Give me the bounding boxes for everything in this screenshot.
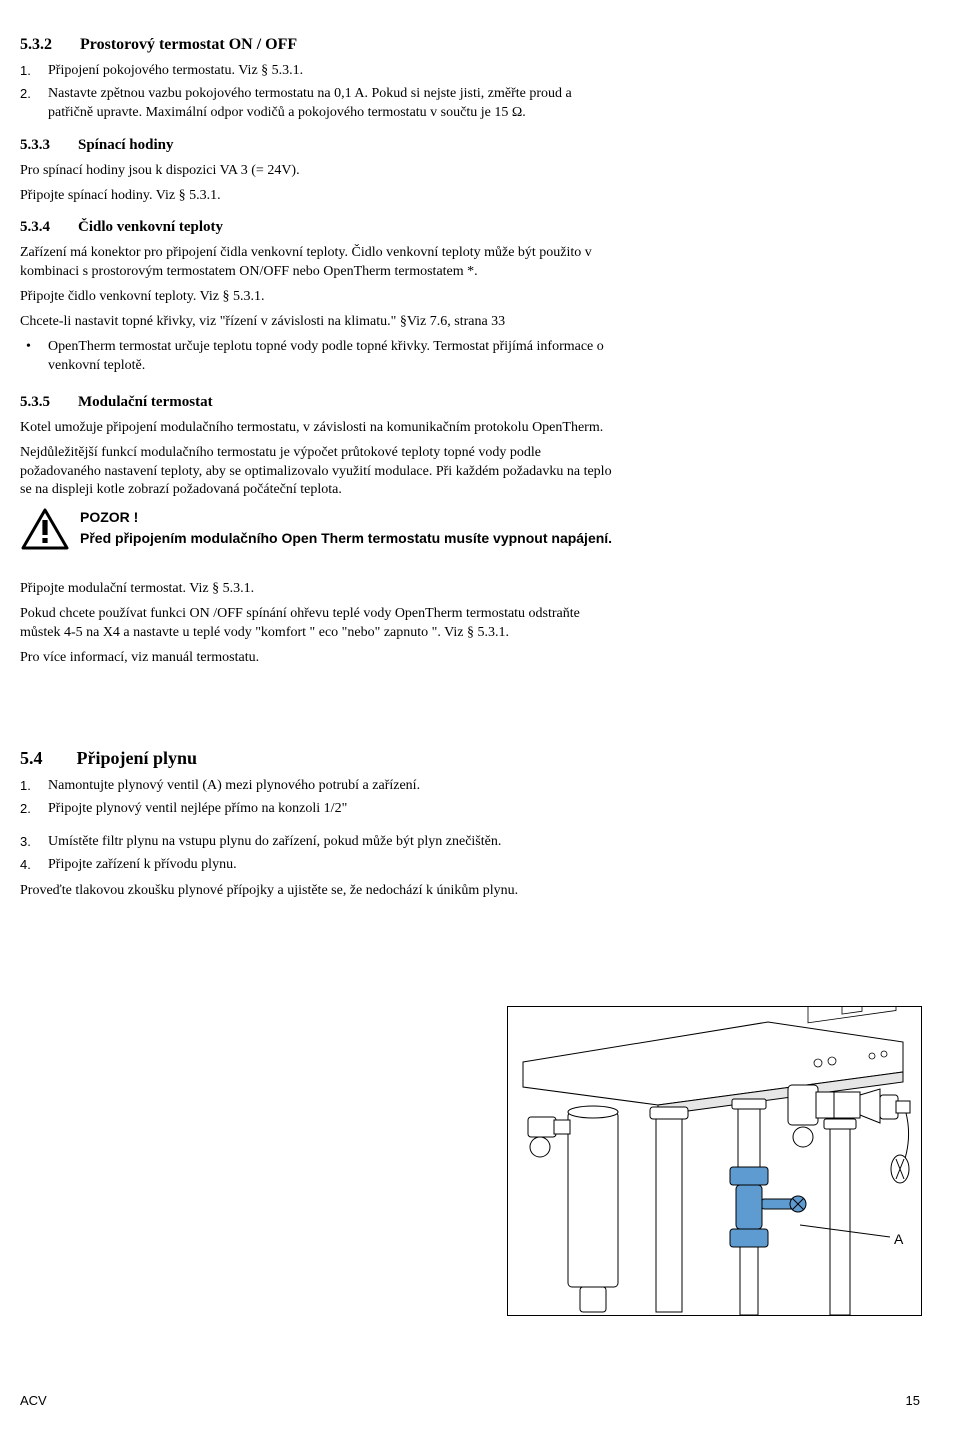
list-item: 1. Připojení pokojového termostatu. Viz §… xyxy=(20,62,620,81)
figure-gas-connection: A xyxy=(507,1006,922,1316)
paragraph: Připojte modulační termostat. Viz § 5.3.… xyxy=(20,580,620,599)
warning-icon xyxy=(20,508,70,552)
list-item: 4. Připojte zařízení k přívodu plynu. xyxy=(20,856,620,875)
footer-page-number: 15 xyxy=(906,1393,920,1408)
paragraph: Kotel umožuje připojení modulačního term… xyxy=(20,419,620,438)
li-text: Namontujte plynový ventil (A) mezi plyno… xyxy=(48,778,420,793)
li-number: 2. xyxy=(20,800,31,818)
list-item: OpenTherm termostat určuje teplotu topné… xyxy=(20,338,620,376)
li-text: Připojení pokojového termostatu. Viz § 5… xyxy=(48,63,303,78)
paragraph: Pro více informací, viz manuál termostat… xyxy=(20,649,620,668)
list-item: 2. Připojte plynový ventil nejlépe přímo … xyxy=(20,800,620,819)
caution-title: POZOR ! xyxy=(80,508,612,527)
li-text: Nastavte zpětnou vazbu pokojového termos… xyxy=(48,86,572,120)
paragraph: Pokud chcete používat funkci ON /OFF spí… xyxy=(20,605,620,643)
page-footer: ACV 15 xyxy=(20,1393,920,1408)
heading-num: 5.4 xyxy=(20,748,43,769)
heading-5-4: 5.4 Připojení plynu xyxy=(20,748,620,769)
li-text: OpenTherm termostat určuje teplotu topné… xyxy=(48,339,604,373)
heading-5-3-2: 5.3.2 Prostorový termostat ON / OFF xyxy=(20,36,620,54)
list-5-3-2: 1. Připojení pokojového termostatu. Viz §… xyxy=(20,62,620,123)
li-number: 2. xyxy=(20,85,31,103)
caution-text: POZOR ! Před připojením modulačního Open… xyxy=(80,508,612,550)
caution-body: Před připojením modulačního Open Therm t… xyxy=(80,530,612,546)
paragraph: Pro spínací hodiny jsou k dispozici VA 3… xyxy=(20,162,620,181)
paragraph: Připojte čidlo venkovní teploty. Viz § 5… xyxy=(20,288,620,307)
heading-title: Prostorový termostat ON / OFF xyxy=(80,36,297,53)
heading-5-3-3: 5.3.3 Spínací hodiny xyxy=(20,137,620,154)
list-item: 1. Namontujte plynový ventil (A) mezi ply… xyxy=(20,777,620,796)
paragraph: Proveďte tlakovou zkoušku plynové přípoj… xyxy=(20,882,620,901)
heading-title: Modulační termostat xyxy=(78,394,213,410)
heading-5-3-4: 5.3.4 Čidlo venkovní teploty xyxy=(20,219,620,236)
heading-num: 5.3.5 xyxy=(20,394,50,411)
list-5-4: 1. Namontujte plynový ventil (A) mezi ply… xyxy=(20,777,620,875)
li-number: 3. xyxy=(20,833,31,851)
list-item: 2. Nastavte zpětnou vazbu pokojového term… xyxy=(20,85,620,123)
heading-title: Připojení plynu xyxy=(77,748,198,768)
caution-block: POZOR ! Před připojením modulačního Open… xyxy=(20,508,620,552)
figure-label-a: A xyxy=(894,1231,903,1247)
bullet-list: OpenTherm termostat určuje teplotu topné… xyxy=(20,338,620,376)
heading-num: 5.3.3 xyxy=(20,137,50,154)
list-item: 3. Umístěte filtr plynu na vstupu plynu d… xyxy=(20,833,620,852)
li-text: Umístěte filtr plynu na vstupu plynu do … xyxy=(48,834,501,849)
paragraph: Nejdůležitější funkcí modulačního termos… xyxy=(20,444,620,501)
heading-title: Čidlo venkovní teploty xyxy=(78,219,223,235)
paragraph: Zařízení má konektor pro připojení čidla… xyxy=(20,244,620,282)
li-number: 1. xyxy=(20,62,31,80)
heading-5-3-5: 5.3.5 Modulační termostat xyxy=(20,394,620,411)
li-text: Připojte plynový ventil nejlépe přímo na… xyxy=(48,801,347,816)
heading-title: Spínací hodiny xyxy=(78,137,173,153)
footer-left: ACV xyxy=(20,1393,47,1408)
heading-num: 5.3.2 xyxy=(20,36,52,54)
li-number: 1. xyxy=(20,777,31,795)
paragraph: Připojte spínací hodiny. Viz § 5.3.1. xyxy=(20,187,620,206)
li-number: 4. xyxy=(20,856,31,874)
paragraph: Chcete-li nastavit topné křivky, viz "ří… xyxy=(20,313,620,332)
li-text: Připojte zařízení k přívodu plynu. xyxy=(48,857,237,872)
heading-num: 5.3.4 xyxy=(20,219,50,236)
